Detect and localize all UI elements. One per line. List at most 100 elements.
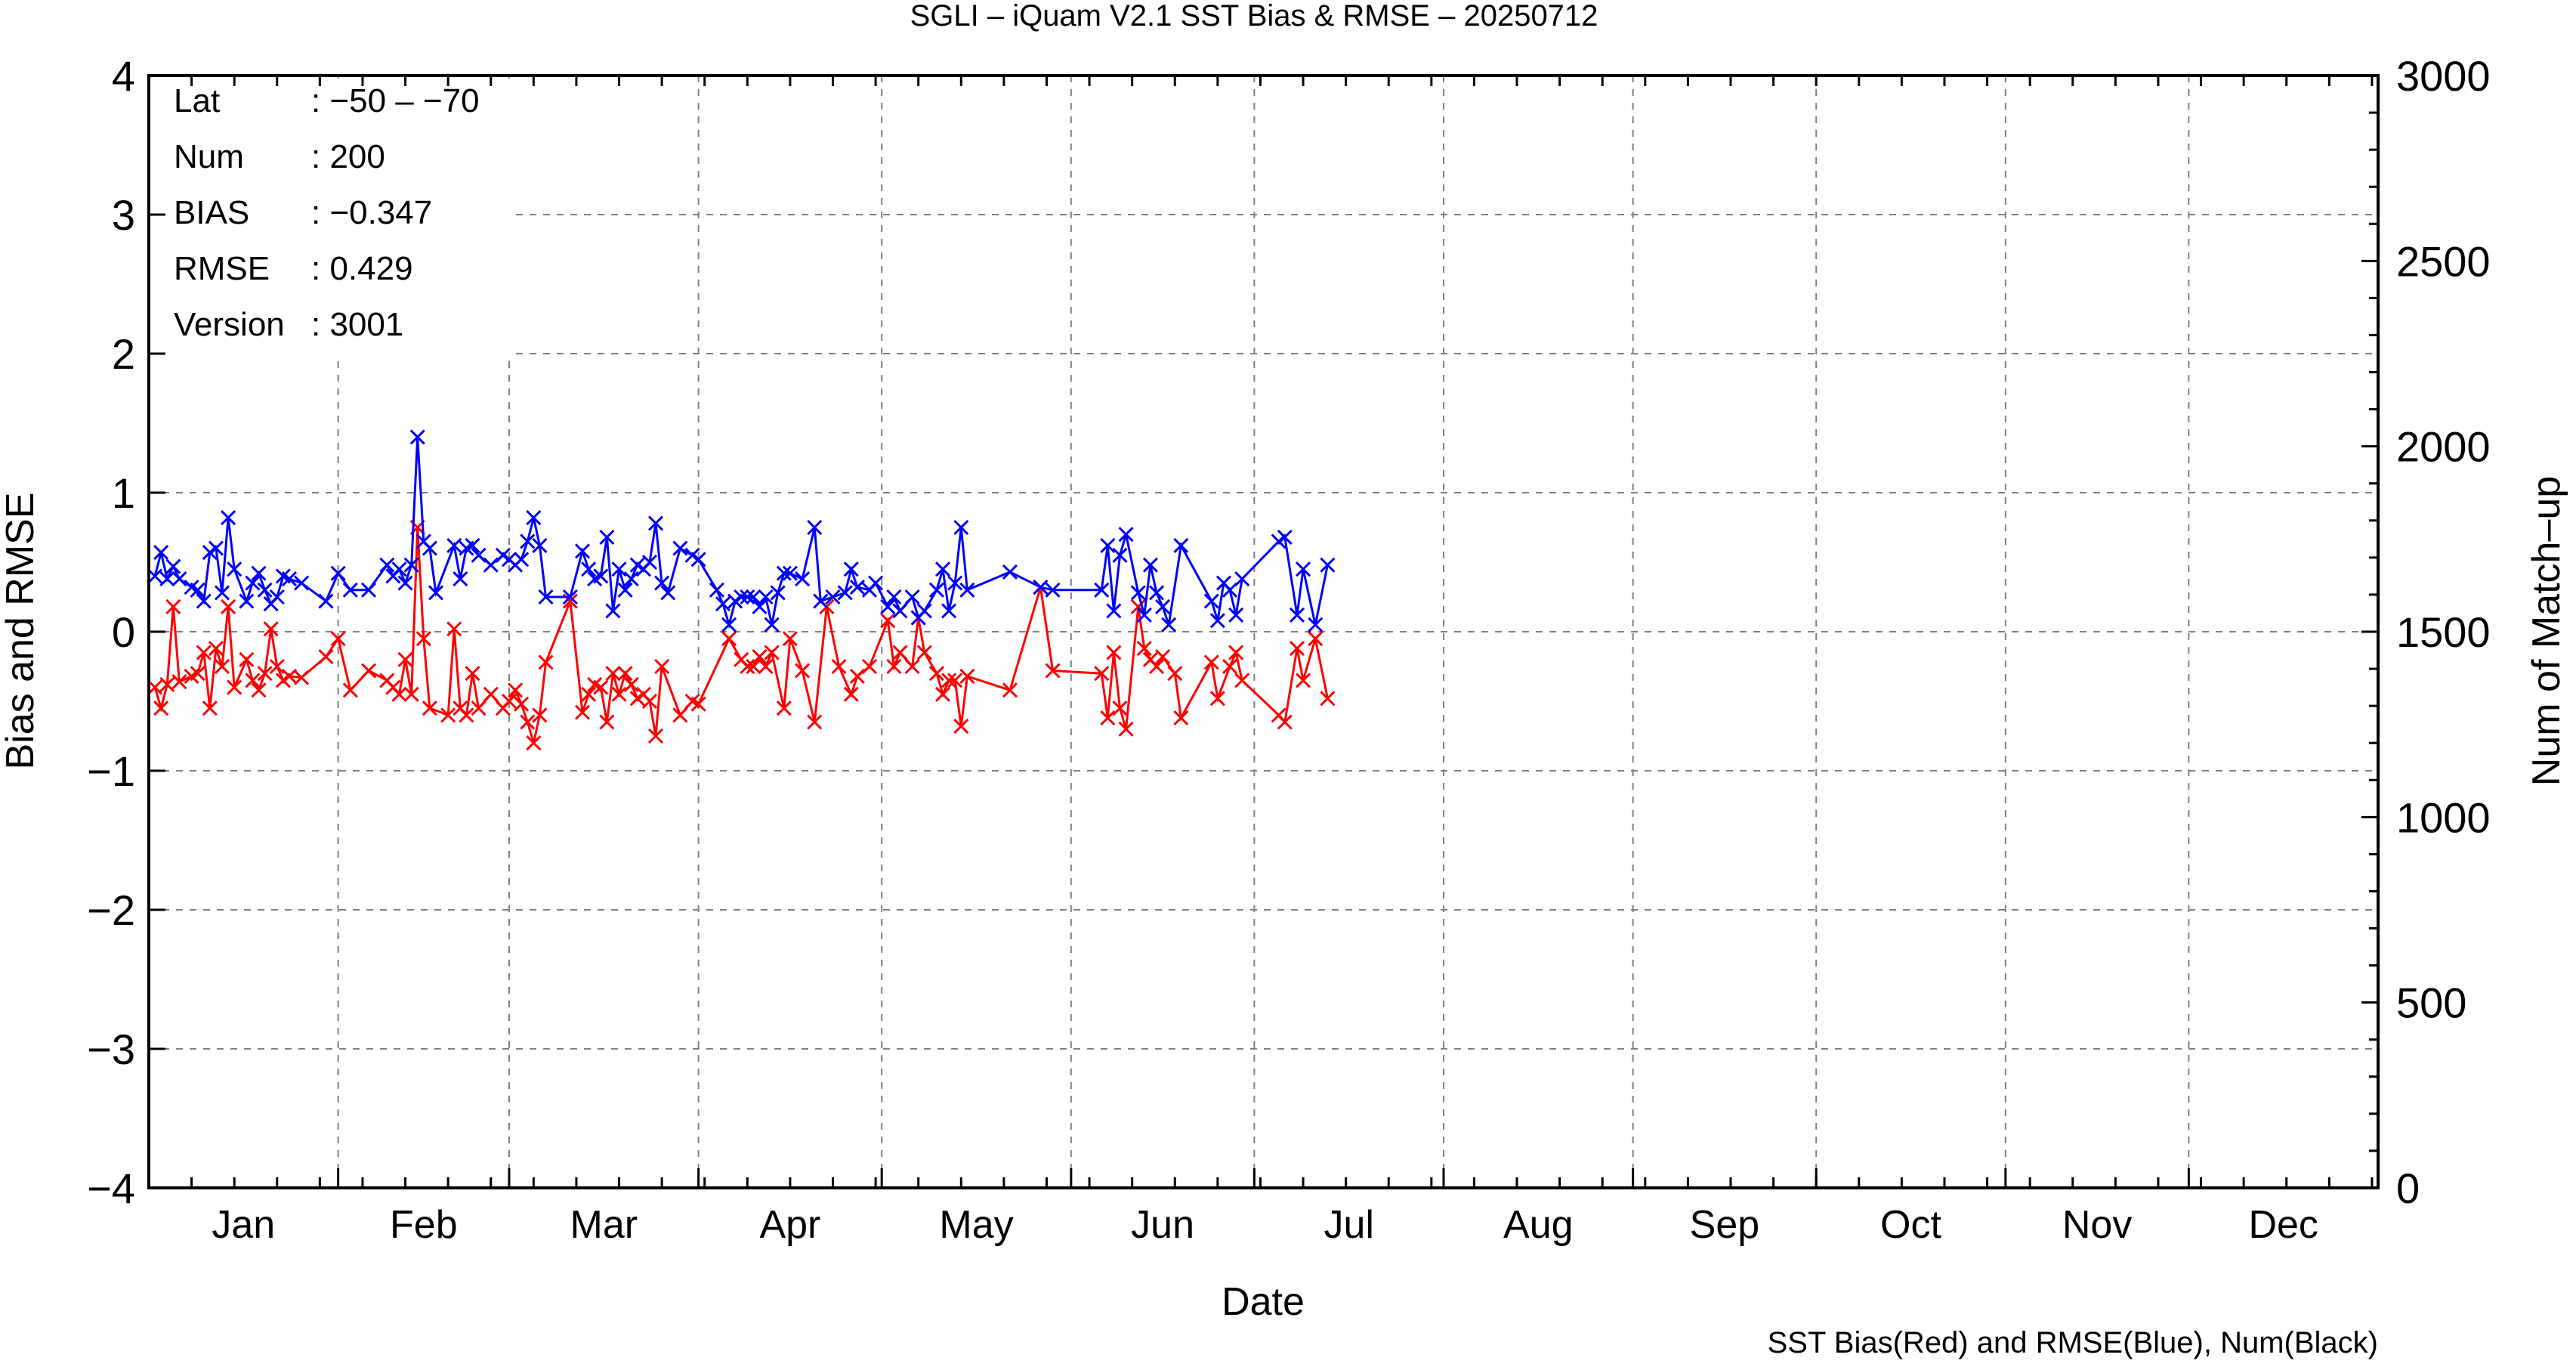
y-tick-label-right: 1000 (2396, 793, 2491, 841)
data-point (1203, 654, 1219, 670)
x-tick-label: Aug (1503, 1203, 1574, 1247)
data-point (1155, 649, 1171, 665)
data-point (1045, 582, 1061, 598)
data-point (740, 589, 755, 605)
grid (149, 76, 2378, 1188)
stats-box: Lat: −50 – −70 Num: 200 BIAS: −0.347 RMSE: … (152, 79, 513, 355)
data-point (532, 707, 548, 723)
data-point (391, 686, 407, 702)
data-point (397, 575, 413, 591)
data-point (623, 571, 639, 587)
y-tick-label-left: −1 (87, 747, 135, 795)
data-point (605, 666, 621, 682)
data-point (660, 585, 676, 601)
data-point (1234, 571, 1250, 587)
data-point (1130, 585, 1146, 601)
data-point (459, 707, 474, 723)
data-point (422, 700, 437, 716)
data-point (1161, 617, 1177, 632)
data-point (153, 700, 169, 716)
data-point (690, 552, 706, 567)
data-point (721, 617, 737, 632)
data-point (795, 571, 811, 587)
data-point (483, 557, 499, 573)
data-point (916, 603, 932, 619)
data-point (740, 658, 755, 675)
data-point (654, 658, 670, 675)
data-point (776, 700, 792, 716)
data-point (758, 658, 774, 675)
x-tick-label: Nov (2062, 1203, 2132, 1247)
data-point (1320, 557, 1336, 573)
data-point (1002, 564, 1018, 580)
data-point (562, 589, 578, 605)
data-point (831, 658, 847, 675)
data-point (269, 658, 285, 675)
data-point (1106, 645, 1122, 660)
data-point (501, 693, 517, 710)
data-point (532, 537, 548, 553)
data-point (1209, 691, 1225, 707)
data-point (526, 510, 542, 526)
data-point (837, 585, 853, 601)
data-point (574, 704, 591, 720)
x-tick-label: May (939, 1203, 1013, 1247)
data-point (647, 728, 664, 744)
data-point (190, 666, 205, 682)
data-point (1289, 607, 1305, 623)
data-point (861, 658, 878, 675)
data-point (196, 593, 212, 609)
data-point (208, 540, 224, 556)
data-point (403, 557, 419, 573)
data-point (953, 719, 969, 734)
data-point (1289, 641, 1305, 657)
y-tick-label-right: 0 (2396, 1164, 2420, 1212)
data-point (360, 582, 377, 598)
data-point (654, 575, 670, 591)
data-point (709, 582, 724, 598)
data-point (752, 649, 768, 665)
data-point (171, 571, 187, 587)
data-point (428, 585, 444, 601)
data-point (1100, 710, 1116, 726)
data-point (599, 714, 615, 730)
data-point (941, 603, 957, 619)
data-point (1203, 593, 1219, 609)
stats-key: BIAS (174, 194, 249, 231)
data-point (221, 598, 236, 614)
y-tick-label-right: 500 (2396, 979, 2466, 1027)
data-point (483, 686, 499, 702)
data-point (843, 561, 859, 577)
data-point (813, 593, 829, 609)
data-point (1136, 607, 1152, 623)
data-point (1148, 585, 1165, 601)
stats-key: Num (174, 138, 244, 175)
data-point (764, 645, 780, 660)
y-tick-label-right: 2000 (2396, 423, 2491, 471)
data-point (1228, 607, 1244, 623)
data-point (1209, 613, 1225, 629)
data-point (294, 575, 310, 591)
data-point (825, 589, 841, 605)
data-point (214, 658, 230, 675)
y-tick-label-left: 0 (112, 608, 135, 656)
x-tick-label: Mar (570, 1203, 638, 1247)
data-point (1173, 710, 1189, 726)
data-point (782, 631, 798, 647)
data-point (446, 537, 462, 553)
axes: −4 −3 −2 −1 0 1 2 3 4 0 500 1000 1500 2000 2500 3000 Jan… (87, 52, 2490, 1247)
data-point (758, 589, 774, 605)
data-point (471, 700, 486, 716)
x-tick-label: Sep (1690, 1203, 1760, 1247)
data-point (221, 510, 236, 526)
data-point (196, 645, 212, 660)
data-point (581, 686, 597, 702)
data-point (641, 693, 658, 710)
data-point (953, 519, 969, 536)
stats-background (152, 79, 513, 355)
x-tick-label: Feb (390, 1203, 458, 1247)
data-point (947, 673, 963, 688)
data-point (227, 679, 242, 695)
data-point (465, 537, 480, 553)
